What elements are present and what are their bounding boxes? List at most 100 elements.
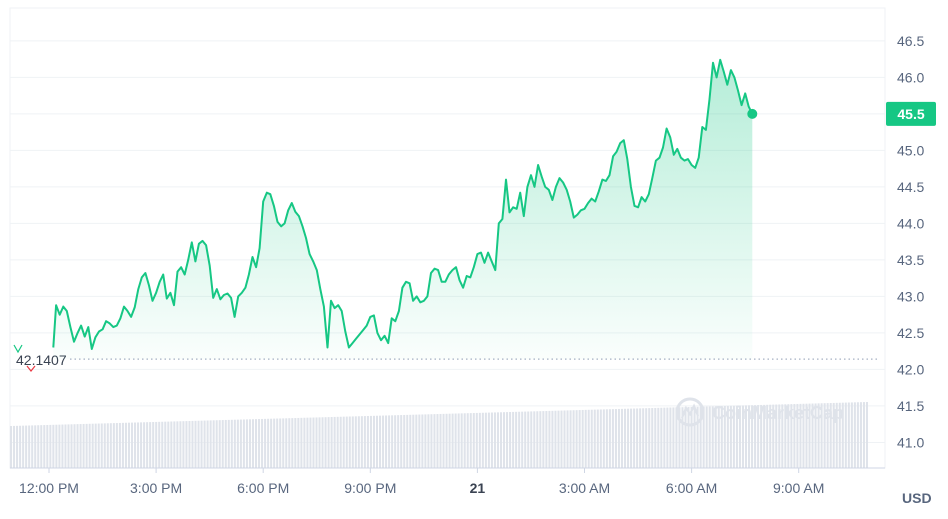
- volume-bar: [741, 405, 744, 468]
- y-tick-label: 43.5: [897, 252, 924, 268]
- volume-bar: [533, 411, 536, 468]
- grid-layer: [9, 7, 886, 469]
- volume-bar: [551, 410, 554, 468]
- volume-bar: [439, 413, 442, 468]
- volume-bar: [315, 417, 318, 468]
- volume-bar: [693, 406, 696, 468]
- volume-bar: [478, 412, 481, 468]
- volume-bar: [563, 410, 566, 468]
- volume-bar: [170, 421, 173, 468]
- volume-bar: [708, 406, 711, 468]
- current-price-label: 45.5: [897, 106, 924, 122]
- volume-bar: [58, 424, 61, 468]
- volume-bar: [176, 421, 179, 468]
- volume-bar: [321, 417, 324, 468]
- volume-bar: [651, 408, 654, 468]
- volume-bar: [309, 417, 312, 468]
- volume-bar: [94, 423, 97, 468]
- volume-bar: [379, 415, 382, 468]
- volume-bar: [115, 423, 118, 468]
- volume-bar: [46, 424, 49, 468]
- volume-bar: [336, 416, 339, 468]
- volume-bar: [630, 408, 633, 468]
- y-tick-label: 42.0: [897, 361, 924, 377]
- volume-bar: [194, 420, 197, 468]
- volume-bar: [264, 418, 267, 468]
- volume-bar: [681, 407, 684, 468]
- volume-bar: [267, 418, 270, 468]
- volume-bar: [394, 415, 397, 468]
- volume-bar: [802, 403, 805, 468]
- volume-bar: [37, 425, 40, 468]
- volume-bar: [496, 412, 499, 468]
- volume-bar: [732, 405, 735, 468]
- volume-bar: [493, 412, 496, 468]
- baseline-down-marker: [26, 365, 36, 372]
- volume-bar: [554, 410, 557, 468]
- volume-bar: [611, 409, 614, 468]
- volume-bar: [188, 420, 191, 468]
- volume-bar: [648, 408, 651, 468]
- volume-bar: [236, 419, 239, 468]
- x-tick-label: 9:00 PM: [344, 480, 396, 496]
- x-tick-label: 3:00 PM: [130, 480, 182, 496]
- volume-bar: [121, 422, 124, 468]
- volume-bar: [251, 419, 254, 468]
- volume-bar: [454, 413, 457, 468]
- volume-bar: [569, 410, 572, 468]
- volume-bar: [224, 419, 227, 468]
- x-tick-label: 12:00 PM: [19, 480, 79, 496]
- volume-bar: [835, 402, 838, 468]
- volume-bar: [288, 418, 291, 468]
- volume-bar: [124, 422, 127, 468]
- y-axis: 46.5 46.0 45.5 45.0 44.5 44.0 43.5 43.0 42.5 42.0…: [897, 33, 924, 451]
- volume-bar: [787, 404, 790, 468]
- volume-bar: [342, 416, 345, 468]
- y-tick-label: 45.0: [897, 142, 924, 158]
- volume-bar: [239, 419, 242, 468]
- volume-bar: [599, 409, 602, 468]
- volume-bar: [536, 411, 539, 468]
- volume-bar: [10, 426, 13, 468]
- volume-bar: [127, 422, 130, 468]
- y-tick-label: 46.5: [897, 33, 924, 49]
- volume-bar: [34, 425, 37, 468]
- volume-bar: [100, 423, 103, 468]
- volume-bar: [484, 412, 487, 468]
- volume-bar: [490, 412, 493, 468]
- volume-bar: [22, 425, 25, 468]
- volume-bar: [823, 403, 826, 468]
- volume-bar: [841, 402, 844, 468]
- volume-bar: [784, 404, 787, 468]
- current-price-badge-bg: [886, 101, 936, 126]
- volume-bar: [799, 403, 802, 468]
- volume-bar: [245, 419, 248, 468]
- volume-bar: [161, 421, 164, 468]
- volume-bar: [137, 422, 140, 468]
- volume-bar: [433, 414, 436, 468]
- volume-bar: [642, 408, 645, 468]
- volume-bar: [212, 420, 215, 468]
- volume-bar: [109, 423, 112, 468]
- volume-bar: [230, 419, 233, 468]
- volume-bar: [406, 414, 409, 468]
- volume-bar: [130, 422, 134, 468]
- volume-bar: [430, 414, 433, 468]
- y-tick-label: 44.0: [897, 215, 924, 231]
- volume-bar: [327, 417, 330, 468]
- volume-bar: [348, 416, 351, 468]
- volume-bar: [717, 406, 720, 468]
- price-area: [53, 59, 753, 360]
- volume-bar: [372, 415, 375, 468]
- y-tick-label: 44.5: [897, 179, 924, 195]
- volume-bar: [748, 405, 751, 468]
- volume-bar: [25, 425, 28, 468]
- volume-bar: [388, 415, 391, 468]
- volume-bar: [838, 402, 841, 468]
- volume-bar: [149, 422, 152, 468]
- volume-bar: [608, 409, 611, 468]
- volume-bar: [699, 406, 702, 468]
- volume-bar: [793, 404, 796, 468]
- volume-bar: [258, 419, 261, 468]
- volume-bar: [487, 412, 490, 468]
